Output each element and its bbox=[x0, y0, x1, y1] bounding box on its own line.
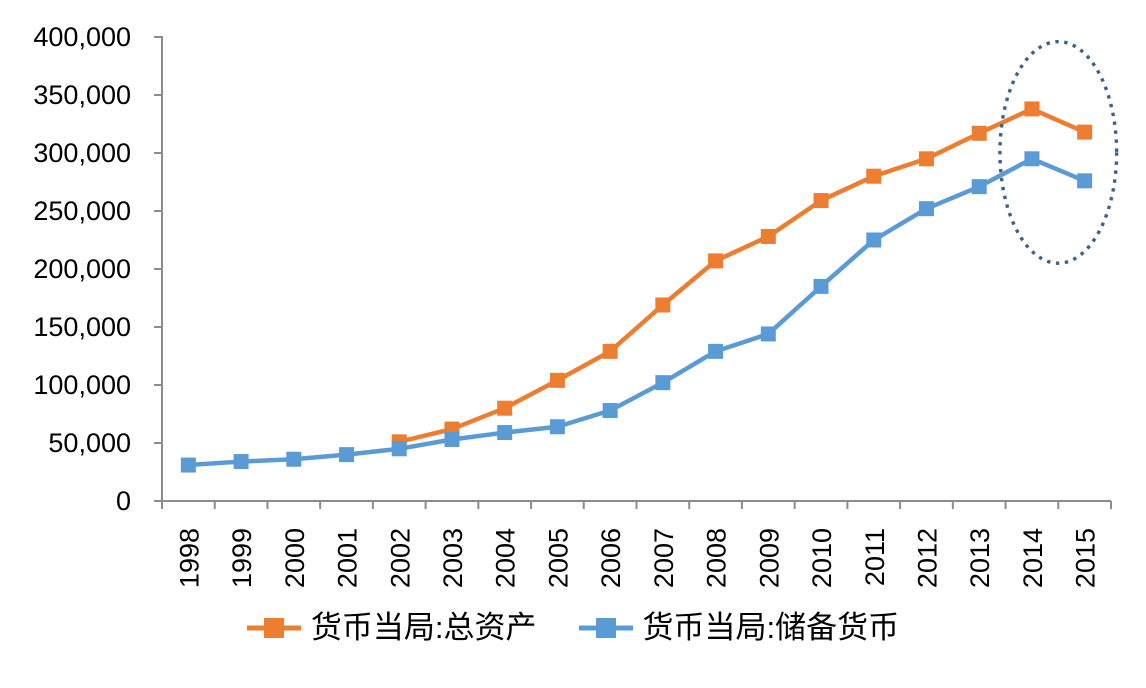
data-point-marker-1[interactable] bbox=[708, 343, 724, 359]
data-point-marker-1[interactable] bbox=[602, 403, 618, 419]
x-axis-tick-label: 2007 bbox=[649, 528, 679, 588]
x-axis-tick-label: 2014 bbox=[1018, 528, 1048, 588]
legend-item-total-assets[interactable]: 货币当局:总资产 bbox=[246, 610, 537, 645]
x-axis-tick-label: 2009 bbox=[754, 528, 784, 588]
x-axis-tick-label: 2005 bbox=[543, 528, 573, 588]
y-axis-tick-label: 400,000 bbox=[33, 22, 131, 52]
data-point-marker-0[interactable] bbox=[918, 151, 934, 167]
x-axis-tick-label: 2011 bbox=[860, 528, 890, 586]
data-point-marker-1[interactable] bbox=[918, 201, 934, 217]
data-point-marker-1[interactable] bbox=[971, 179, 987, 195]
data-point-marker-1[interactable] bbox=[497, 425, 513, 441]
x-axis-tick-label: 1999 bbox=[227, 528, 257, 588]
series-line-1[interactable] bbox=[188, 156, 1086, 468]
y-axis-tick-label: 150,000 bbox=[33, 312, 131, 342]
data-point-marker-1[interactable] bbox=[180, 457, 196, 473]
legend-line-square-icon bbox=[578, 617, 633, 638]
data-point-marker-0[interactable] bbox=[813, 193, 829, 209]
chart-legend: 货币当局:总资产 货币当局:储备货币 bbox=[0, 612, 1146, 643]
y-axis-tick-label: 0 bbox=[116, 486, 131, 516]
x-axis-tick-label: 2013 bbox=[965, 528, 995, 588]
x-axis-tick-label: 2012 bbox=[912, 528, 942, 588]
y-axis-tick-label: 350,000 bbox=[33, 80, 131, 110]
legend-marker-sample bbox=[263, 617, 284, 638]
data-point-marker-1[interactable] bbox=[1077, 173, 1093, 189]
x-axis-tick-label: 2004 bbox=[491, 528, 521, 588]
y-axis-tick-label: 250,000 bbox=[33, 196, 131, 226]
x-axis-tick-label: 2000 bbox=[280, 528, 310, 588]
legend-line-square-icon bbox=[246, 617, 301, 638]
data-point-marker-1[interactable] bbox=[391, 441, 407, 457]
data-point-marker-0[interactable] bbox=[602, 343, 618, 359]
legend-label-total-assets: 货币当局:总资产 bbox=[310, 610, 537, 645]
data-point-marker-0[interactable] bbox=[549, 372, 565, 388]
series-line-0[interactable] bbox=[398, 106, 1086, 445]
data-point-marker-1[interactable] bbox=[286, 451, 302, 467]
data-point-marker-1[interactable] bbox=[866, 232, 882, 248]
x-axis-tick-label: 2003 bbox=[438, 528, 468, 588]
data-point-marker-0[interactable] bbox=[760, 229, 776, 245]
data-point-marker-0[interactable] bbox=[1077, 124, 1093, 140]
y-axis-tick-label: 200,000 bbox=[33, 254, 131, 284]
data-point-marker-0[interactable] bbox=[708, 253, 724, 269]
data-point-marker-0[interactable] bbox=[971, 125, 987, 141]
data-point-marker-1[interactable] bbox=[549, 419, 565, 435]
x-axis-tick-label: 2002 bbox=[385, 528, 415, 588]
highlight-ellipse-annotation bbox=[998, 39, 1119, 265]
y-axis-tick-label: 100,000 bbox=[33, 370, 131, 400]
x-axis-tick-label: 2001 bbox=[333, 528, 363, 588]
x-axis-tick-label: 2006 bbox=[596, 528, 626, 588]
data-point-marker-0[interactable] bbox=[866, 168, 882, 184]
data-point-marker-1[interactable] bbox=[655, 375, 671, 391]
data-point-marker-0[interactable] bbox=[655, 297, 671, 313]
y-axis-tick-label: 50,000 bbox=[48, 428, 131, 458]
data-point-marker-0[interactable] bbox=[1024, 101, 1040, 117]
data-point-marker-1[interactable] bbox=[813, 278, 829, 294]
data-point-marker-1[interactable] bbox=[760, 326, 776, 342]
data-point-marker-1[interactable] bbox=[339, 447, 355, 463]
data-point-marker-1[interactable] bbox=[233, 454, 249, 470]
data-point-marker-1[interactable] bbox=[1024, 151, 1040, 167]
y-axis-tick-label: 300,000 bbox=[33, 138, 131, 168]
x-axis-tick-label: 1998 bbox=[174, 528, 204, 588]
x-axis-tick-label: 2008 bbox=[702, 528, 732, 588]
data-point-marker-0[interactable] bbox=[497, 400, 513, 416]
x-axis-tick-label: 2010 bbox=[807, 528, 837, 588]
legend-label-reserve-money: 货币当局:储备货币 bbox=[642, 610, 900, 645]
x-axis-tick-label: 2015 bbox=[1071, 528, 1101, 588]
legend-marker-sample bbox=[595, 617, 616, 638]
legend-item-reserve-money[interactable]: 货币当局:储备货币 bbox=[578, 610, 900, 645]
data-point-marker-1[interactable] bbox=[444, 432, 460, 448]
